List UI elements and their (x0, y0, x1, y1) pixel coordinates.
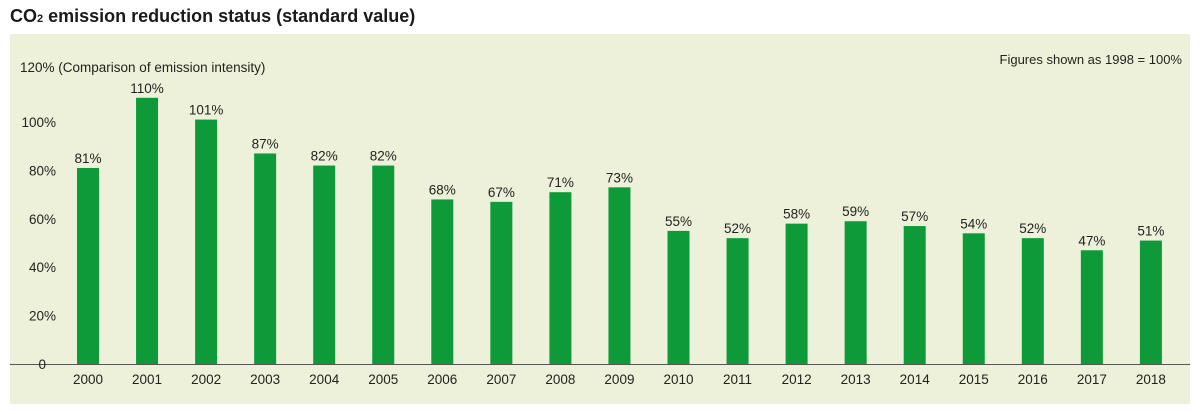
value-label: 52% (1019, 221, 1046, 236)
bar-2004 (313, 165, 336, 364)
value-label: 54% (960, 216, 987, 231)
bar-2009 (608, 187, 631, 364)
bar-2000 (77, 167, 99, 364)
x-tick-label: 2013 (841, 372, 871, 387)
value-label: 81% (74, 151, 101, 166)
x-tick-label: 2015 (959, 372, 989, 387)
chart-panel: 120% (Comparison of emission intensity) … (10, 34, 1190, 404)
value-label: 110% (130, 81, 164, 96)
y-tick-label: 20% (29, 309, 56, 324)
bar-2015 (962, 233, 985, 364)
value-label: 47% (1078, 233, 1105, 248)
bar-2006 (431, 199, 454, 364)
x-tick-label: 2012 (782, 372, 812, 387)
value-label: 51% (1137, 224, 1164, 239)
x-tick-label: 2000 (73, 372, 103, 387)
bar-2014 (903, 226, 926, 364)
bar-2012 (785, 223, 808, 364)
x-tick-label: 2016 (1018, 372, 1048, 387)
bar-2016 (1021, 238, 1044, 364)
x-tick-label: 2018 (1136, 372, 1166, 387)
x-tick-label: 2007 (486, 372, 516, 387)
y-tick-label: 40% (29, 260, 56, 275)
x-tick-label: 2001 (132, 372, 162, 387)
x-tick-label: 2008 (545, 372, 575, 387)
title-suffix: emission reduction status (standard valu… (43, 6, 416, 26)
x-tick-label: 2005 (368, 372, 398, 387)
bar-2007 (490, 201, 513, 364)
bar-2002 (195, 119, 218, 364)
x-tick-label: 2009 (604, 372, 634, 387)
y-tick-label: 60% (29, 212, 56, 227)
bar-2005 (372, 165, 395, 364)
bar-2001 (136, 97, 159, 365)
value-label: 59% (842, 204, 869, 219)
x-tick-label: 2004 (309, 372, 340, 387)
bar-2010 (667, 230, 690, 364)
x-tick-label: 2002 (191, 372, 221, 387)
y-tick-label: 0 (38, 357, 46, 372)
x-tick-label: 2006 (427, 372, 457, 387)
x-tick-label: 2011 (723, 372, 752, 387)
value-label: 58% (783, 207, 810, 222)
value-label: 71% (547, 175, 574, 190)
title-prefix: CO (10, 6, 37, 26)
bar-2017 (1080, 250, 1103, 364)
title-subscript: 2 (37, 13, 44, 25)
value-label: 82% (311, 149, 338, 164)
value-label: 55% (665, 214, 692, 229)
y-axis-label: 120% (Comparison of emission intensity) (20, 60, 266, 75)
value-label: 73% (606, 170, 633, 185)
x-tick-label: 2017 (1077, 372, 1107, 387)
bar-2008 (549, 192, 572, 364)
x-tick-label: 2010 (663, 372, 693, 387)
y-tick-label: 80% (29, 163, 56, 178)
bar-2011 (726, 238, 749, 364)
value-label: 67% (488, 185, 515, 200)
value-label: 57% (901, 209, 928, 224)
value-label: 68% (429, 182, 456, 197)
value-label: 101% (189, 103, 224, 118)
page-title: CO2 emission reduction status (standard … (10, 6, 415, 32)
value-label: 52% (724, 221, 751, 236)
x-tick-label: 2003 (250, 372, 280, 387)
value-label: 87% (252, 136, 279, 151)
bar-2018 (1139, 240, 1162, 364)
chart-note: Figures shown as 1998 = 100% (999, 52, 1182, 67)
y-tick-label: 100% (21, 115, 56, 130)
value-label: 82% (370, 149, 397, 164)
x-tick-label: 2014 (900, 372, 931, 387)
bar-2013 (844, 221, 867, 364)
bar-2003 (254, 153, 277, 364)
bar-chart: 0 20% 40% 60% 80% 100% 81% 2000 110% 2001 101% 2002… (10, 81, 1190, 387)
